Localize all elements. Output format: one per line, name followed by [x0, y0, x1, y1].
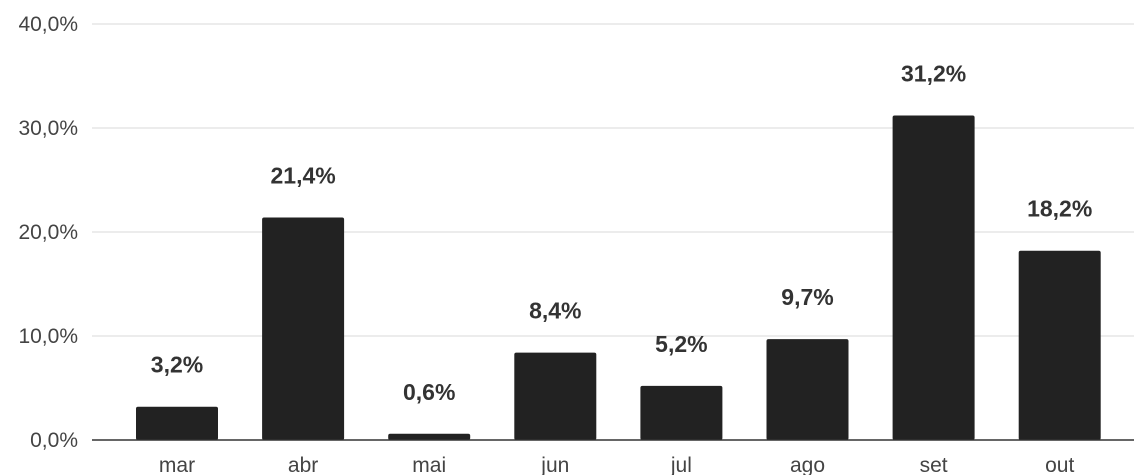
data-label-mai: 0,6% — [403, 379, 455, 405]
y-axis-ticks: 0,0% 10,0% 20,0% 30,0% 40,0% — [18, 13, 78, 452]
x-tick-label-set: set — [920, 454, 948, 475]
y-tick-label: 10,0% — [18, 325, 78, 348]
bar-jul — [640, 385, 723, 440]
data-label-set: 31,2% — [901, 61, 966, 87]
gridlines — [92, 23, 1134, 337]
x-tick-label-abr: abr — [288, 454, 318, 475]
data-label-out: 18,2% — [1027, 196, 1092, 222]
x-tick-label-jun: jun — [540, 454, 569, 475]
y-tick-label: 30,0% — [18, 117, 78, 140]
data-label-jul: 5,2% — [655, 331, 707, 357]
data-label-ago: 9,7% — [781, 284, 833, 310]
data-labels: 3,2% 21,4% 0,6% 8,4% 5,2% 9,7% 31,2% 18,2% — [151, 61, 1093, 405]
x-tick-label-mai: mai — [412, 454, 446, 475]
y-tick-label: 40,0% — [18, 13, 78, 36]
bar-jun — [514, 352, 597, 440]
y-tick-label: 0,0% — [30, 429, 78, 452]
bars — [136, 115, 1101, 441]
bar-set — [892, 115, 975, 441]
bar-out — [1018, 250, 1101, 440]
bar-mai — [388, 433, 471, 440]
x-tick-label-ago: ago — [790, 454, 825, 475]
data-label-jun: 8,4% — [529, 298, 581, 324]
bar-ago — [766, 339, 849, 440]
data-label-mar: 3,2% — [151, 352, 203, 378]
bar-abr — [262, 217, 345, 440]
x-tick-label-out: out — [1045, 454, 1074, 475]
x-tick-label-mar: mar — [159, 454, 195, 475]
x-axis-ticks: mar abr mai jun jul ago set out — [159, 454, 1075, 475]
bar-mar — [136, 406, 218, 440]
x-tick-label-jul: jul — [670, 454, 692, 475]
y-tick-label: 20,0% — [18, 221, 78, 244]
data-label-abr: 21,4% — [270, 162, 335, 188]
